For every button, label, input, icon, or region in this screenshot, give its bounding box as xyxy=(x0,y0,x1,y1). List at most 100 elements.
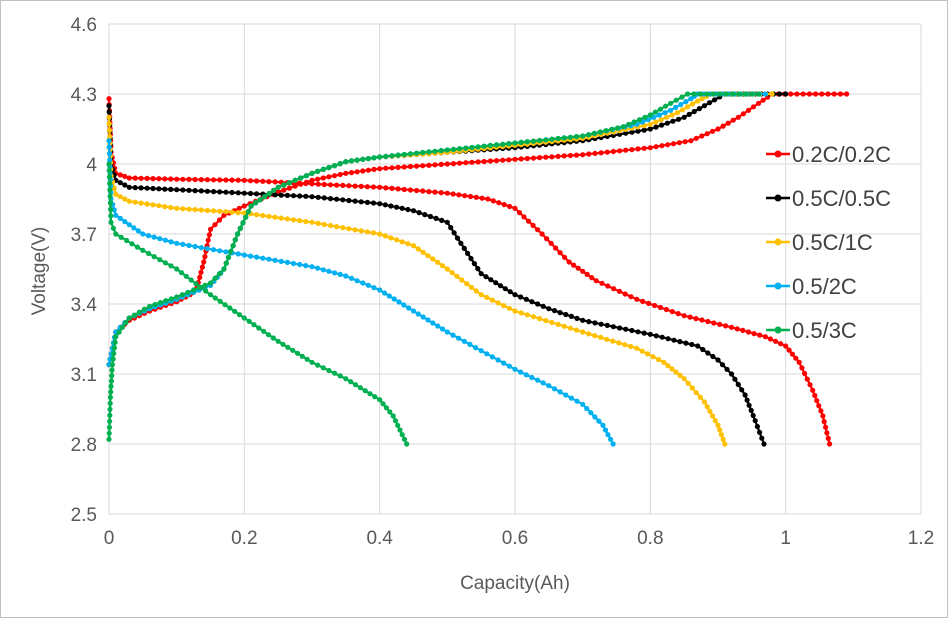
series-1-charge-point xyxy=(573,152,580,158)
series-2-discharge-point xyxy=(475,266,481,272)
series-4-discharge-point xyxy=(135,228,141,234)
series-2-discharge-point xyxy=(739,387,745,393)
series-5-discharge-point xyxy=(108,206,114,212)
series-5-charge-point xyxy=(395,152,401,158)
series-1-discharge-point xyxy=(575,265,581,271)
series-5-discharge-point xyxy=(227,305,233,311)
series-4-discharge-point xyxy=(174,240,180,246)
series-1-discharge-point xyxy=(669,309,675,315)
series-5-charge-point xyxy=(432,148,438,154)
series-1-discharge-point xyxy=(723,323,729,329)
series-2-charge-point xyxy=(701,103,708,109)
series-3-discharge-point xyxy=(370,230,377,236)
series-3-discharge-point xyxy=(478,292,484,298)
series-1-charge-point xyxy=(530,155,537,161)
series-1-discharge-point xyxy=(315,181,321,187)
series-1-charge-point xyxy=(371,166,377,172)
series-5-discharge-point xyxy=(232,308,238,314)
series-1-charge-point xyxy=(395,164,401,170)
series-5-charge-point xyxy=(131,312,137,318)
series-1-charge-point xyxy=(543,154,549,160)
series-5 xyxy=(106,91,762,447)
series-5-charge-point xyxy=(383,153,389,159)
series-2-discharge-point xyxy=(700,346,706,353)
series-1-charge-point xyxy=(281,187,287,193)
series-1-discharge-point xyxy=(786,347,792,353)
series-1-discharge-point xyxy=(807,382,813,388)
series-5-charge-point xyxy=(401,151,407,158)
series-1-discharge-point xyxy=(821,419,827,425)
series-1-discharge-point xyxy=(168,176,174,182)
series-5-discharge-point xyxy=(332,370,338,376)
series-1-discharge-point xyxy=(241,177,247,183)
series-2-discharge-point xyxy=(732,376,738,382)
series-5-charge-point xyxy=(710,91,717,97)
series-3-discharge-point xyxy=(321,221,327,228)
series-1-discharge-point xyxy=(745,329,752,335)
series-5-charge-point xyxy=(157,300,163,306)
series-1-charge-point xyxy=(414,163,420,169)
series-4-discharge-point xyxy=(600,422,606,428)
series-4-discharge-point xyxy=(113,212,119,218)
series-5-charge-point xyxy=(136,309,142,315)
series-2-discharge-point xyxy=(168,186,174,192)
series-3-discharge-point xyxy=(420,249,426,255)
series-1-charge-point xyxy=(286,185,292,191)
series-3-discharge-point xyxy=(628,343,634,350)
series-2-discharge-point xyxy=(493,280,499,286)
series-5-charge-point xyxy=(179,292,185,298)
series-3-discharge-point xyxy=(501,303,507,309)
series-5-charge-point xyxy=(253,200,259,206)
series-3-discharge-point xyxy=(229,209,235,215)
series-2-discharge-point xyxy=(448,225,454,231)
series-3-discharge-point xyxy=(168,204,174,211)
series-1-discharge-point xyxy=(823,424,829,430)
series-5-discharge-point xyxy=(107,187,113,193)
series-5-charge-point xyxy=(555,135,561,142)
series-1-discharge-point xyxy=(122,173,128,179)
series-1-discharge-point xyxy=(456,192,462,198)
series-4-discharge-point xyxy=(223,249,229,255)
series-3-charge-point xyxy=(674,110,681,116)
series-4-discharge-point xyxy=(435,323,441,329)
series-2-discharge-point xyxy=(580,317,586,323)
series-3-discharge-point xyxy=(217,208,223,214)
series-3-discharge-point xyxy=(315,220,321,226)
series-1-discharge-point xyxy=(479,195,485,201)
series-4-discharge-point xyxy=(290,260,297,267)
series-1-charge-point xyxy=(343,170,349,176)
series-3-discharge-point xyxy=(377,231,383,237)
series-3-discharge-point xyxy=(524,312,530,318)
series-1-discharge-point xyxy=(553,245,559,251)
series-1-charge-point xyxy=(635,146,641,152)
series-5-charge-point xyxy=(107,418,113,424)
series-1-discharge-point xyxy=(389,185,395,191)
series-5-charge-point xyxy=(512,140,518,146)
series-5-charge-point xyxy=(647,112,653,118)
series-5-discharge-point xyxy=(212,295,218,301)
series-2-discharge-point xyxy=(180,187,186,193)
series-2-discharge-point xyxy=(117,180,123,186)
series-2-discharge-point xyxy=(229,189,235,196)
series-4-discharge-point xyxy=(217,248,223,254)
series-1-discharge-point xyxy=(751,331,757,337)
series-1-charge-point xyxy=(740,111,747,117)
series-4-discharge-point xyxy=(396,299,402,305)
series-5-charge-point xyxy=(212,275,218,281)
legend-swatch-marker xyxy=(774,194,782,202)
series-1-discharge-point xyxy=(211,177,217,183)
series-1-discharge-point xyxy=(525,218,532,224)
series-5-discharge-point xyxy=(162,260,168,266)
series-1-discharge-point xyxy=(711,320,717,326)
series-2-charge-point xyxy=(691,108,697,115)
series-2-charge-point xyxy=(712,97,718,103)
series-1-discharge-point xyxy=(432,189,438,195)
series-3-discharge-point xyxy=(415,246,421,252)
series-5-discharge-point xyxy=(106,167,112,174)
series-2-discharge-point xyxy=(468,255,474,262)
series-4-discharge-point xyxy=(551,386,558,392)
series-4-discharge-point xyxy=(145,233,152,239)
series-2-discharge-point xyxy=(695,343,701,349)
series-5-charge-point xyxy=(668,100,674,106)
series-4-discharge-point xyxy=(326,268,332,274)
